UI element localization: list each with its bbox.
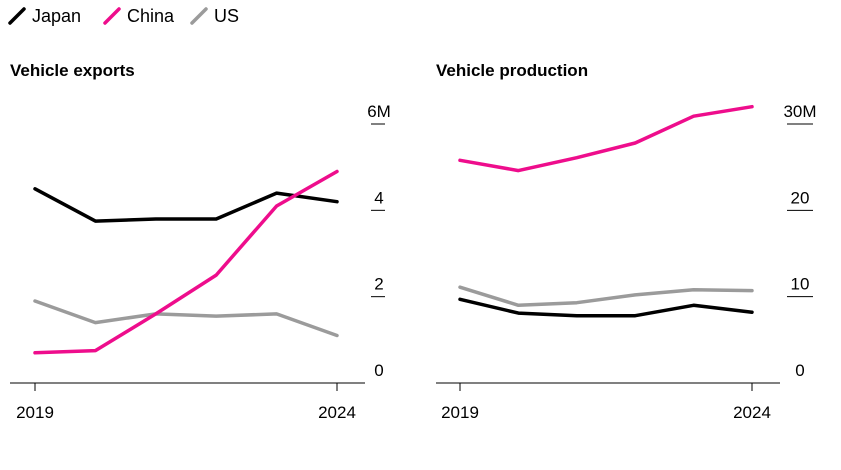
- y-tick-label: 10: [791, 275, 810, 294]
- x-tick-label: 2024: [733, 403, 771, 422]
- series-line-us: [33, 299, 339, 338]
- legend-label-us: US: [214, 6, 239, 26]
- legend-label-japan: Japan: [32, 6, 81, 26]
- series-line-japan: [458, 297, 754, 318]
- y-tick-label: 0: [374, 361, 383, 380]
- x-tick-label: 2019: [441, 403, 479, 422]
- y-tick-label: 0: [795, 361, 804, 380]
- x-tick-label: 2019: [16, 403, 54, 422]
- chart-title: Vehicle production: [436, 61, 588, 80]
- series-line-china: [458, 104, 754, 173]
- chart-vehicle-exports: Vehicle exports 0 2 4 6M 2019 2024: [10, 61, 391, 422]
- y-tick-label: 30M: [783, 102, 816, 121]
- y-tick-label: 2: [374, 275, 383, 294]
- y-tick-label: 4: [374, 188, 383, 207]
- legend-swatch-japan: [8, 7, 26, 25]
- x-tick-label: 2024: [318, 403, 356, 422]
- legend-swatch-us: [190, 7, 208, 25]
- series-line-us: [458, 285, 754, 308]
- legend-label-china: China: [127, 6, 175, 26]
- y-tick-label: 20: [791, 188, 810, 207]
- y-tick-label: 6M: [367, 102, 391, 121]
- chart-title: Vehicle exports: [10, 61, 135, 80]
- series-line-china: [33, 169, 339, 355]
- series-line-japan: [33, 187, 339, 223]
- legend: Japan China US: [8, 6, 239, 26]
- legend-swatch-china: [103, 7, 121, 25]
- chart-vehicle-production: Vehicle production 0 10 20 30M 2019 2024: [436, 61, 817, 422]
